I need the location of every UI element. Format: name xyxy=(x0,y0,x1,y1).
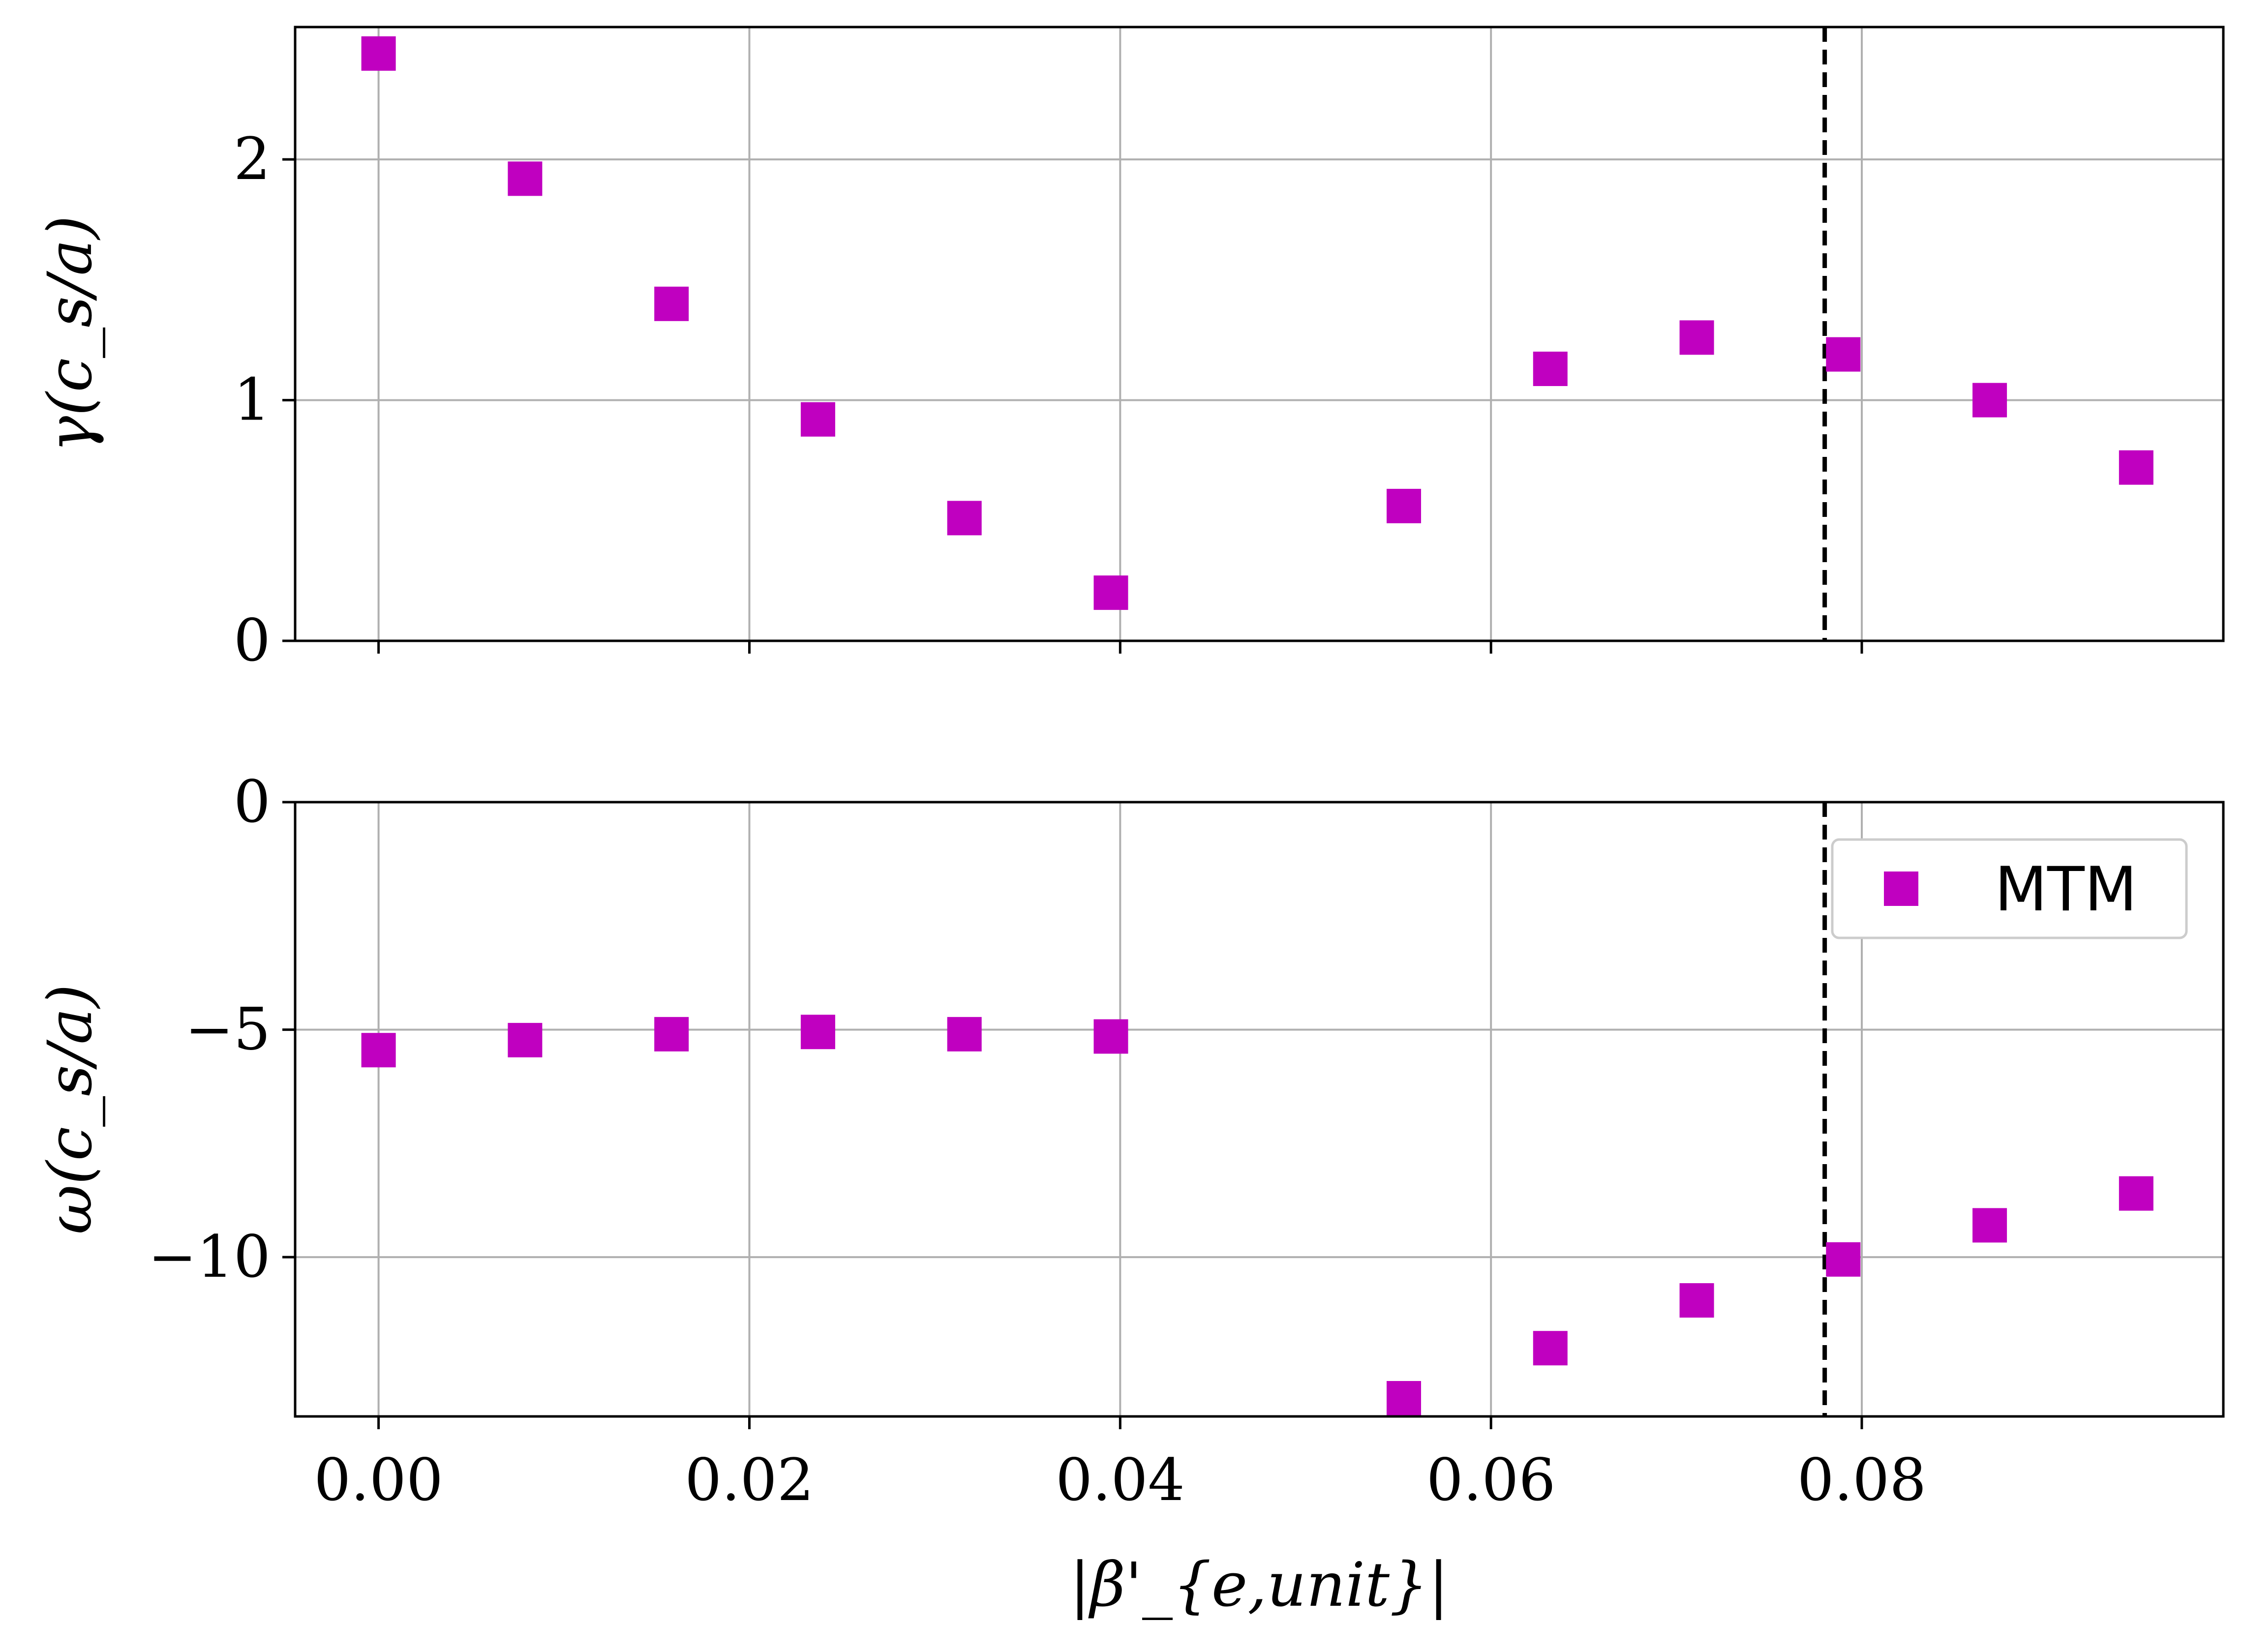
omega-ytick-label-1: −5 xyxy=(185,995,271,1063)
gamma-marker-5 xyxy=(1093,575,1128,610)
gamma-ytick-label-0: 0 xyxy=(234,606,271,674)
gamma-marker-1 xyxy=(508,161,543,196)
gamma-marker-7 xyxy=(1533,351,1568,386)
omega-xtick-label-2: 0.04 xyxy=(1056,1446,1185,1514)
omega-marker-0 xyxy=(361,1033,396,1068)
gamma-markers xyxy=(361,36,2153,610)
omega-ytick-label-2: −10 xyxy=(148,1223,271,1291)
omega-marker-2 xyxy=(654,1017,689,1051)
gamma-marker-4 xyxy=(947,501,982,536)
gamma-ticks xyxy=(282,158,1863,654)
legend-label-mtm: MTM xyxy=(1995,854,2137,925)
omega-xtick-label-1: 0.02 xyxy=(685,1446,814,1514)
omega-marker-1 xyxy=(508,1022,543,1057)
omega-ytick-labels: 0 −5 −10 xyxy=(148,768,271,1291)
gamma-marker-6 xyxy=(1387,488,1421,523)
omega-marker-5 xyxy=(1093,1019,1128,1054)
panel-gamma: 0 1 2 γ(c_s/a) xyxy=(35,26,2225,674)
x-axis-label: |β'_{e,unit}| xyxy=(1069,1550,1449,1621)
gamma-marker-10 xyxy=(1972,383,2007,418)
omega-marker-9 xyxy=(1826,1242,1861,1277)
omega-ylabel: ω(c_s/a) xyxy=(35,984,106,1234)
omega-marker-8 xyxy=(1679,1283,1714,1318)
omega-xtick-labels: 0.00 0.02 0.04 0.06 0.08 xyxy=(314,1446,1926,1514)
omega-marker-4 xyxy=(947,1017,982,1051)
omega-ticks xyxy=(282,801,1863,1429)
gamma-axes-frame xyxy=(294,26,2225,642)
gamma-marker-0 xyxy=(361,36,396,71)
omega-ytick-label-0: 0 xyxy=(234,768,271,836)
omega-markers xyxy=(361,1015,2153,1415)
legend-swatch-mtm xyxy=(1884,871,1918,906)
gamma-ytick-labels: 0 1 2 xyxy=(234,125,271,674)
gamma-marker-8 xyxy=(1679,320,1714,355)
gamma-marker-11 xyxy=(2119,450,2153,485)
omega-xtick-label-4: 0.08 xyxy=(1797,1446,1927,1514)
legend-box xyxy=(1831,838,2188,939)
gamma-marker-2 xyxy=(654,286,689,321)
omega-marker-7 xyxy=(1533,1331,1568,1366)
omega-marker-10 xyxy=(1972,1208,2007,1243)
gamma-marker-3 xyxy=(800,402,835,437)
panel-omega: 0 −5 −10 0.00 0.02 0.04 0.06 0.08 ω(c_s/a) |β'… xyxy=(35,768,2225,1621)
omega-marker-6 xyxy=(1387,1381,1421,1415)
legend: MTM xyxy=(1831,838,2188,939)
gamma-ytick-label-1: 1 xyxy=(234,366,271,434)
omega-xtick-label-0: 0.00 xyxy=(314,1446,443,1514)
omega-axes-frame xyxy=(294,801,2225,1418)
gamma-ytick-label-2: 2 xyxy=(234,125,271,193)
gamma-ylabel: γ(c_s/a) xyxy=(35,215,106,452)
gamma-marker-9 xyxy=(1826,337,1861,372)
omega-marker-11 xyxy=(2119,1176,2153,1211)
omega-marker-3 xyxy=(800,1015,835,1050)
omega-xtick-label-3: 0.06 xyxy=(1426,1446,1556,1514)
